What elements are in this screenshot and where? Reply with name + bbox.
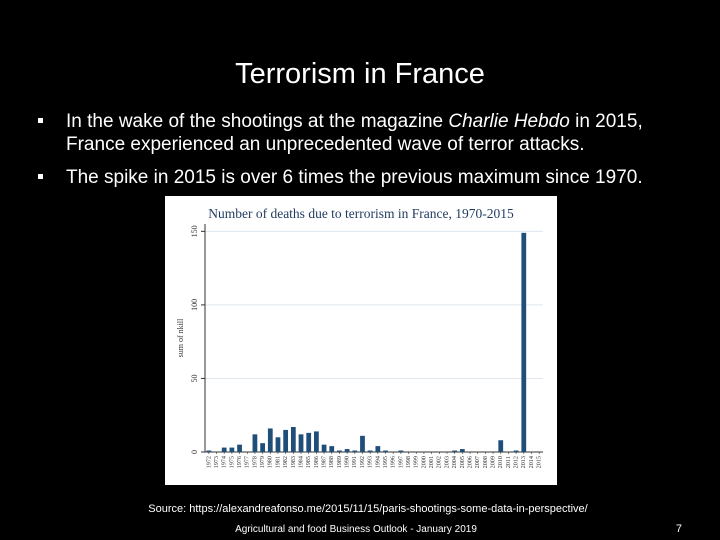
y-axis-label: sum of nkill [176, 318, 185, 357]
bar-1994 [375, 446, 381, 452]
page-number: 7 [675, 523, 682, 535]
x-tick-label: 1997 [397, 456, 404, 468]
x-tick-label: 1990 [344, 456, 351, 468]
x-tick-label: 1980 [267, 456, 274, 468]
footer-text: Agricultural and food Business Outlook -… [235, 524, 477, 535]
bar-2010 [498, 440, 504, 452]
bar-1976 [237, 444, 242, 452]
x-tick-label: 1991 [351, 456, 358, 468]
bar-2005 [459, 449, 465, 452]
x-tick-label: 1989 [336, 456, 343, 468]
x-tick-label: 1975 [228, 456, 235, 468]
x-tick-label: 2007 [474, 456, 481, 468]
bar-1997 [398, 450, 404, 452]
x-tick-label: 1996 [390, 456, 397, 468]
y-tick-label: 150 [190, 225, 199, 237]
x-tick-label: 1974 [221, 456, 228, 468]
x-tick-label: 1979 [259, 456, 266, 468]
x-tick-label: 1995 [382, 456, 389, 468]
bar-1974 [221, 447, 227, 452]
x-tick-label: 1977 [244, 456, 251, 468]
y-tick-label: 100 [190, 299, 199, 311]
bullet-list: In the wake of the shootings at the maga… [38, 110, 698, 199]
x-tick-label: 1982 [282, 456, 289, 468]
x-tick-label: 2003 [443, 456, 450, 468]
bar-1988 [329, 446, 335, 452]
x-tick-label: 2000 [420, 456, 427, 468]
x-tick-label: 1984 [297, 456, 304, 468]
bullet-text-before: In the wake of the shootings at the maga… [66, 111, 449, 132]
x-tick-label: 1994 [374, 456, 381, 468]
x-tick-label: 2010 [497, 456, 504, 468]
bar-2013 [521, 232, 527, 452]
bullet-text: The spike in 2015 is over 6 times the pr… [66, 167, 643, 188]
bar-1990 [344, 449, 350, 452]
bar-1986 [314, 431, 319, 452]
bar-1992 [360, 435, 365, 452]
bar-2012 [513, 450, 519, 452]
bar-1989 [337, 450, 342, 452]
bar-1978 [252, 434, 258, 452]
bar-1991 [352, 450, 358, 452]
bar-1995 [383, 450, 388, 452]
bullet-marker-icon [38, 118, 43, 123]
x-tick-label: 2005 [459, 456, 466, 468]
bar-2004 [452, 450, 458, 452]
chart-title: Number of deaths due to terrorism in Fra… [208, 206, 514, 221]
x-tick-label: 1973 [213, 456, 220, 468]
bar-1979 [260, 443, 265, 452]
bar-1972 [206, 450, 212, 452]
bar-1993 [367, 450, 373, 452]
x-tick-label: 2015 [536, 456, 543, 468]
x-tick-label: 2004 [451, 456, 458, 468]
y-tick-label: 50 [190, 374, 199, 382]
bullet-marker-icon [38, 174, 43, 179]
bar-1983 [290, 426, 296, 452]
x-tick-label: 2002 [436, 456, 443, 468]
x-tick-label: 1978 [251, 456, 258, 468]
x-tick-label: 2008 [482, 456, 489, 468]
x-tick-label: 1972 [205, 456, 212, 468]
x-tick-label: 1988 [328, 456, 335, 468]
x-tick-label: 1983 [290, 456, 297, 468]
x-tick-label: 2006 [466, 456, 473, 468]
bullet-item-charlie-hebdo: In the wake of the shootings at the maga… [38, 110, 698, 156]
bar-1984 [298, 434, 304, 452]
x-tick-label: 1998 [405, 456, 412, 468]
plot-area [205, 224, 543, 452]
x-tick-label: 2013 [520, 456, 527, 468]
chart-panel: Number of deaths due to terrorism in Fra… [165, 196, 557, 485]
x-tick-label: 1993 [367, 456, 374, 468]
x-tick-label: 1981 [274, 456, 281, 468]
x-tick-label: 1987 [320, 456, 327, 468]
bar-1987 [321, 444, 327, 452]
x-tick-label: 1999 [413, 456, 420, 468]
x-tick-label: 2012 [513, 456, 520, 468]
x-tick-label: 2001 [428, 456, 435, 468]
source-citation: Source: https://alexandreafonso.me/2015/… [148, 503, 588, 515]
x-tick-label: 2011 [505, 456, 512, 468]
slide-title: Terrorism in France [235, 58, 485, 90]
bar-1980 [267, 428, 273, 452]
x-tick-label: 2009 [489, 456, 496, 468]
bar-1981 [275, 437, 281, 452]
bar-1985 [306, 432, 312, 452]
bullet-text-after: in 2015, France experienced an unprecede… [66, 111, 643, 155]
bullet-text-italic: Charlie Hebdo [448, 111, 570, 132]
x-tick-label: 1986 [313, 456, 320, 468]
bullet-item-spike: The spike in 2015 is over 6 times the pr… [38, 166, 698, 189]
x-tick-label: 1985 [305, 456, 312, 468]
bar-1975 [229, 447, 235, 452]
y-tick-label: 0 [190, 450, 199, 454]
bar-1982 [283, 429, 289, 452]
x-tick-label: 1976 [236, 456, 243, 468]
x-tick-label: 2014 [528, 456, 535, 468]
x-tick-label: 1992 [359, 456, 366, 468]
deaths-bar-chart: Number of deaths due to terrorism in Fra… [165, 196, 557, 485]
